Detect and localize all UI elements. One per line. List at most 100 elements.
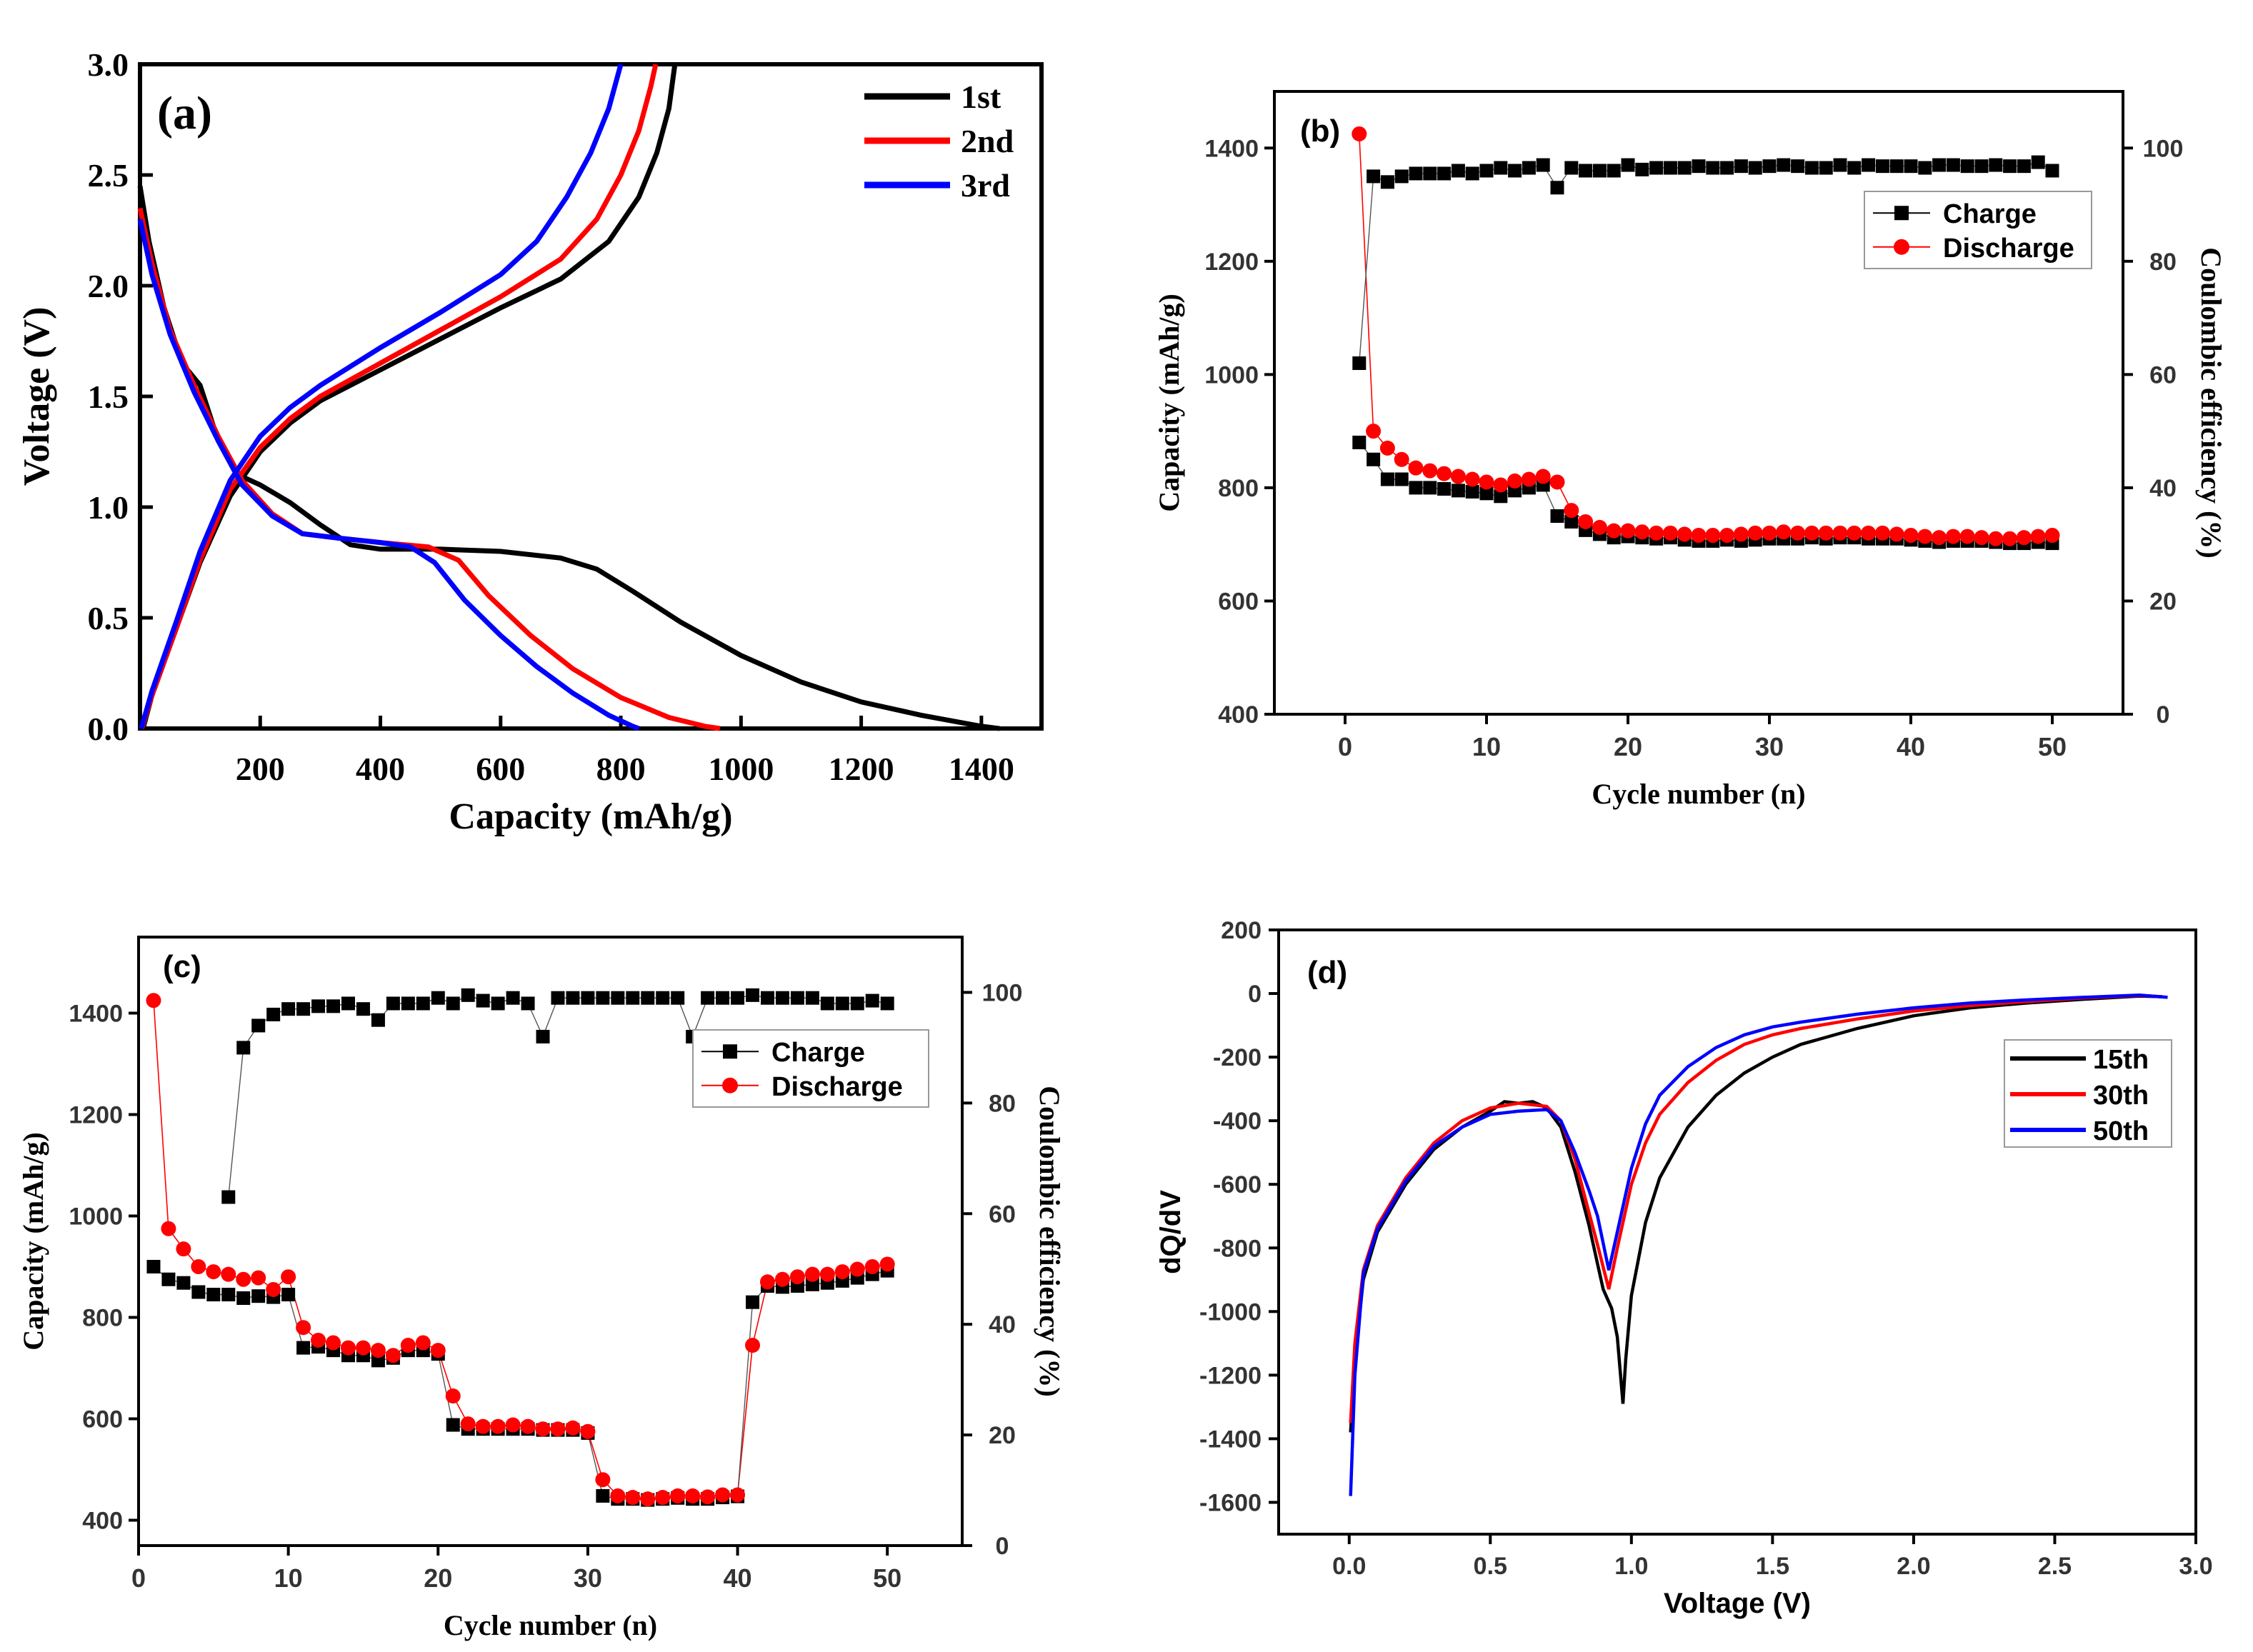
y-tick-label: -400 [1213, 1108, 1262, 1135]
x-tick-label: 20 [424, 1563, 452, 1593]
discharge-point [460, 1416, 476, 1432]
efficiency-point [641, 991, 655, 1005]
charge-point [371, 1353, 385, 1368]
charge-point [1423, 481, 1437, 495]
discharge-point [1578, 514, 1594, 529]
efficiency-point [536, 1029, 550, 1043]
efficiency-point [221, 1190, 236, 1204]
y-tick-label: 1400 [69, 1001, 123, 1028]
discharge-point [1691, 527, 1707, 543]
panel-d-chart: 0.0 0.5 1.0 1.5 2.0 2.5 3.0 200 0 -200 -400 -600 -80… [1155, 917, 2213, 1619]
x-tick-label: 2.5 [2038, 1553, 2072, 1580]
x-tick-label: 1400 [949, 751, 1014, 787]
legend-marker [1894, 239, 1909, 255]
y2-tick-label: 0 [2157, 701, 2170, 729]
charge-point [746, 1295, 760, 1309]
efficiency-point [356, 1002, 370, 1016]
legend-label: 15th [2093, 1045, 2149, 1075]
legend-label: 50th [2093, 1116, 2149, 1146]
discharge-point [1464, 471, 1480, 487]
efficiency-point [1451, 164, 1465, 178]
x-tick-label: 1000 [708, 751, 774, 787]
efficiency-point [251, 1018, 266, 1033]
efficiency-point [1550, 181, 1564, 195]
discharge-point [1620, 523, 1636, 539]
efficiency-point [476, 993, 490, 1008]
x-tick-label: 50 [873, 1563, 901, 1593]
y-tick-label: 1200 [69, 1102, 123, 1129]
discharge-point [1945, 529, 1961, 544]
y-axis-label: Voltage (V) [16, 307, 57, 486]
efficiency-point [701, 991, 715, 1005]
efficiency-point [551, 991, 565, 1005]
discharge-point [1606, 523, 1622, 539]
y-tick-label: 400 [1218, 701, 1259, 729]
discharge-point [1903, 527, 1919, 543]
legend-label: Discharge [771, 1072, 903, 1102]
charge-point [281, 1288, 296, 1302]
discharge-point [685, 1488, 701, 1503]
series-2nd-discharge-line [137, 207, 721, 731]
discharge-point [879, 1256, 895, 1272]
efficiency-point [731, 991, 745, 1005]
discharge-point [1662, 525, 1678, 541]
discharge-point [1974, 530, 1989, 546]
discharge-point [311, 1332, 326, 1348]
x-axis-label: Cycle number (n) [1592, 778, 1805, 810]
panel-label: (d) [1307, 955, 1347, 990]
y2-tick-label: 20 [2149, 588, 2177, 615]
x-tick-label: 1.5 [1756, 1553, 1789, 1580]
efficiency-point [431, 991, 445, 1005]
efficiency-point [626, 991, 640, 1005]
discharge-point [700, 1489, 716, 1505]
discharge-point [819, 1266, 835, 1282]
y-tick-label: 400 [82, 1508, 123, 1535]
discharge-point [340, 1340, 356, 1356]
efficiency-point [2031, 155, 2045, 169]
x-axis-label: Capacity (mAh/g) [449, 796, 732, 837]
discharge-point [1677, 526, 1692, 542]
discharge-point [864, 1259, 880, 1274]
efficiency-point [296, 1002, 311, 1016]
discharge-point [1649, 525, 1664, 541]
discharge-point [789, 1269, 805, 1285]
charge-point [1494, 489, 1508, 504]
discharge-point [2044, 527, 2060, 543]
x-tick-label: 10 [1472, 732, 1501, 761]
legend-box [1864, 191, 2092, 269]
plot-frame [137, 936, 964, 1547]
discharge-point [490, 1418, 506, 1434]
efficiency-point [1734, 159, 1748, 174]
efficiency-point [311, 999, 326, 1013]
discharge-point [1861, 525, 1877, 541]
discharge-point [1889, 526, 1904, 542]
efficiency-point [371, 1013, 385, 1027]
discharge-point [236, 1271, 251, 1287]
efficiency-point [1720, 161, 1734, 175]
x-tick-label: 10 [274, 1563, 303, 1593]
charge-point [1352, 435, 1367, 449]
efficiency-point [1607, 164, 1621, 178]
y-tick-label: -1600 [1199, 1489, 1262, 1516]
discharge-point [1437, 466, 1452, 481]
discharge-point [550, 1421, 566, 1437]
discharge-point [759, 1274, 775, 1290]
efficiency-point [1621, 158, 1635, 172]
efficiency-point [1564, 161, 1579, 175]
legend-marker [723, 1044, 737, 1059]
efficiency-point [1875, 159, 1889, 174]
legend-label: 3rd [961, 167, 1010, 204]
efficiency-point [805, 991, 819, 1005]
y-tick-label: -200 [1213, 1044, 1262, 1071]
efficiency-point [1649, 161, 1664, 175]
discharge-point [1379, 440, 1395, 456]
y-tick-label: 1200 [1204, 249, 1259, 276]
efficiency-point [1777, 158, 1791, 172]
x-tick-label: 0 [1338, 732, 1352, 761]
efficiency-point [820, 996, 834, 1011]
efficiency-point [1367, 169, 1381, 184]
efficiency-point [281, 1002, 296, 1016]
discharge-point [1634, 524, 1650, 540]
series-50th-line [1349, 993, 2168, 1496]
